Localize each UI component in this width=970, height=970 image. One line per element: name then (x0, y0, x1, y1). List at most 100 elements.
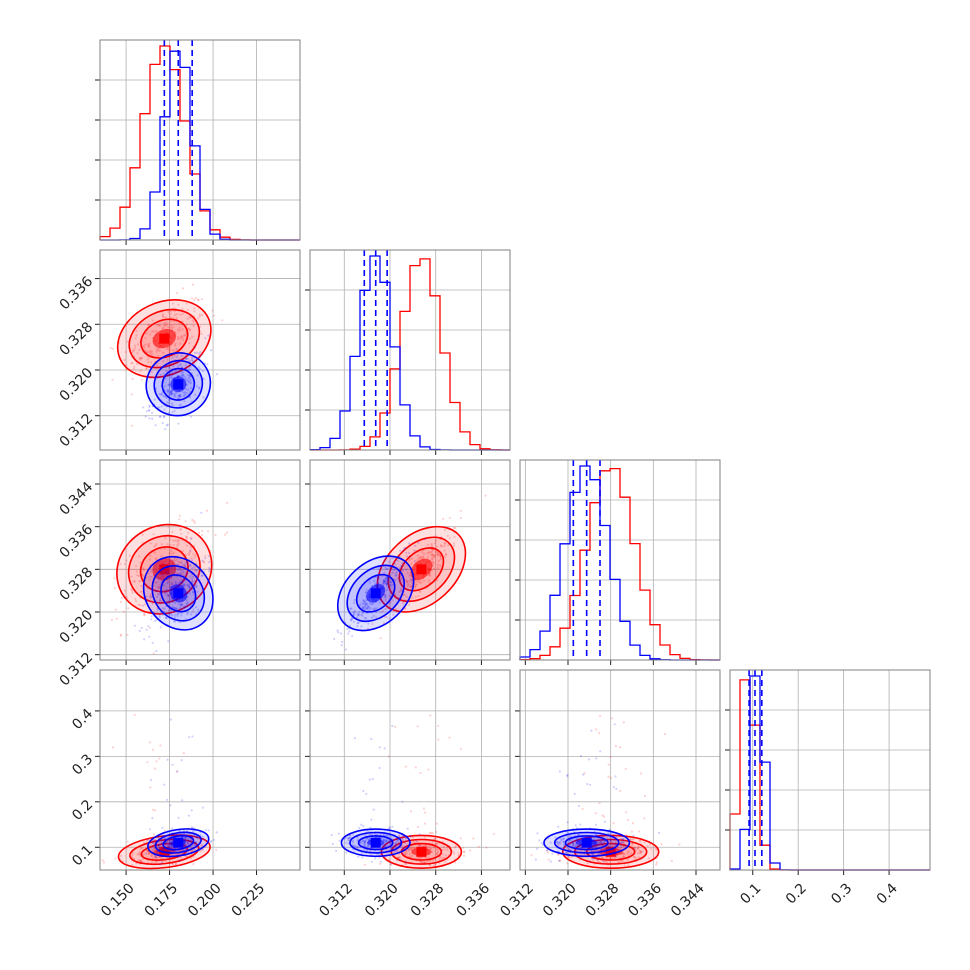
scatter-point (147, 409, 151, 412)
scatter-point (172, 325, 175, 328)
scatter-point (408, 855, 411, 858)
scatter-point (145, 367, 148, 370)
density-peak-red (159, 333, 170, 344)
scatter-point (612, 822, 615, 825)
scatter-point (597, 839, 600, 842)
scatter-point (426, 552, 429, 555)
scatter-point (174, 862, 177, 865)
scatter-point (401, 847, 405, 850)
scatter-point (391, 599, 394, 602)
scatter-point (120, 596, 124, 600)
scatter-point (379, 637, 382, 640)
scatter-point (633, 856, 636, 859)
scatter-point (348, 630, 351, 633)
panel-frame (309, 669, 511, 871)
scatter-point (370, 833, 373, 836)
scatter-point (150, 353, 154, 356)
y-tick-label: 0.312 (57, 650, 97, 690)
scatter-point (178, 581, 181, 584)
scatter-point (148, 575, 151, 578)
scatter-point (558, 859, 561, 863)
scatter-point (173, 620, 177, 623)
scatter-point (622, 837, 625, 841)
scatter-point (192, 844, 195, 847)
scatter-point (405, 861, 408, 864)
scatter-point (418, 557, 421, 560)
scatter-point (181, 307, 184, 311)
scatter-point (204, 554, 207, 557)
scatter-point (382, 579, 385, 582)
scatter-point (621, 852, 625, 855)
scatter-point (431, 832, 434, 835)
scatter-point (207, 829, 210, 832)
scatter-point (433, 567, 436, 571)
scatter-point (175, 607, 178, 611)
scatter-point (608, 856, 612, 860)
scatter-point (416, 856, 419, 860)
scatter-point (405, 551, 408, 554)
scatter-point (156, 585, 159, 588)
x-tick-label: 0.150 (98, 880, 138, 920)
scatter-point (617, 861, 620, 864)
scatter-point (167, 844, 170, 847)
scatter-point (654, 847, 658, 850)
scatter-point (161, 847, 164, 850)
scatter-point (363, 841, 366, 844)
scatter-point (182, 391, 185, 394)
scatter-point (198, 315, 201, 318)
scatter-point (594, 846, 597, 849)
scatter-point (158, 324, 161, 328)
scatter-point (411, 581, 414, 584)
scatter-point (163, 408, 166, 411)
scatter-point (359, 840, 362, 844)
scatter-point (431, 859, 434, 862)
scatter-point (131, 854, 134, 857)
scatter-point (164, 316, 167, 319)
y-tick-label: 0.336 (57, 273, 97, 313)
scatter-point (169, 375, 173, 379)
scatter-point (452, 544, 455, 547)
scatter-point (339, 632, 343, 635)
scatter-point (193, 556, 196, 559)
density-peak-red (605, 846, 616, 857)
scatter-point (403, 547, 406, 550)
scatter-point (163, 324, 166, 328)
scatter-point (198, 367, 201, 370)
scatter-point (421, 556, 424, 559)
scatter-point (170, 845, 173, 848)
density-peak-blue (370, 588, 381, 599)
scatter-point (182, 583, 185, 586)
scatter-point (197, 352, 201, 355)
scatter-point (558, 841, 561, 844)
scatter-point (138, 348, 141, 351)
scatter-point (454, 844, 457, 848)
x-tick-label: 0.320 (540, 880, 580, 920)
scatter-point (154, 860, 157, 863)
scatter-point (383, 594, 386, 597)
scatter-point (400, 567, 403, 570)
scatter-point (182, 374, 185, 377)
scatter-point (193, 521, 196, 524)
scatter-point (152, 652, 155, 655)
scatter-point (142, 567, 145, 570)
scatter-point (432, 561, 435, 564)
scatter-point (404, 837, 407, 840)
scatter-point (436, 848, 439, 851)
scatter-point (410, 847, 413, 850)
scatter-point (185, 599, 188, 602)
scatter-point (139, 854, 142, 857)
scatter-point (619, 844, 623, 847)
scatter-point (161, 607, 164, 610)
scatter-point (157, 349, 160, 352)
scatter-point (622, 855, 626, 859)
scatter-point (149, 350, 152, 353)
scatter-point (396, 838, 399, 842)
scatter-point (638, 852, 641, 855)
scatter-point (377, 567, 380, 570)
scatter-point (155, 581, 158, 585)
scatter-point (163, 547, 166, 550)
scatter-point (150, 618, 153, 621)
scatter-point (201, 835, 204, 838)
scatter-point (168, 552, 171, 555)
scatter-point (177, 612, 181, 615)
